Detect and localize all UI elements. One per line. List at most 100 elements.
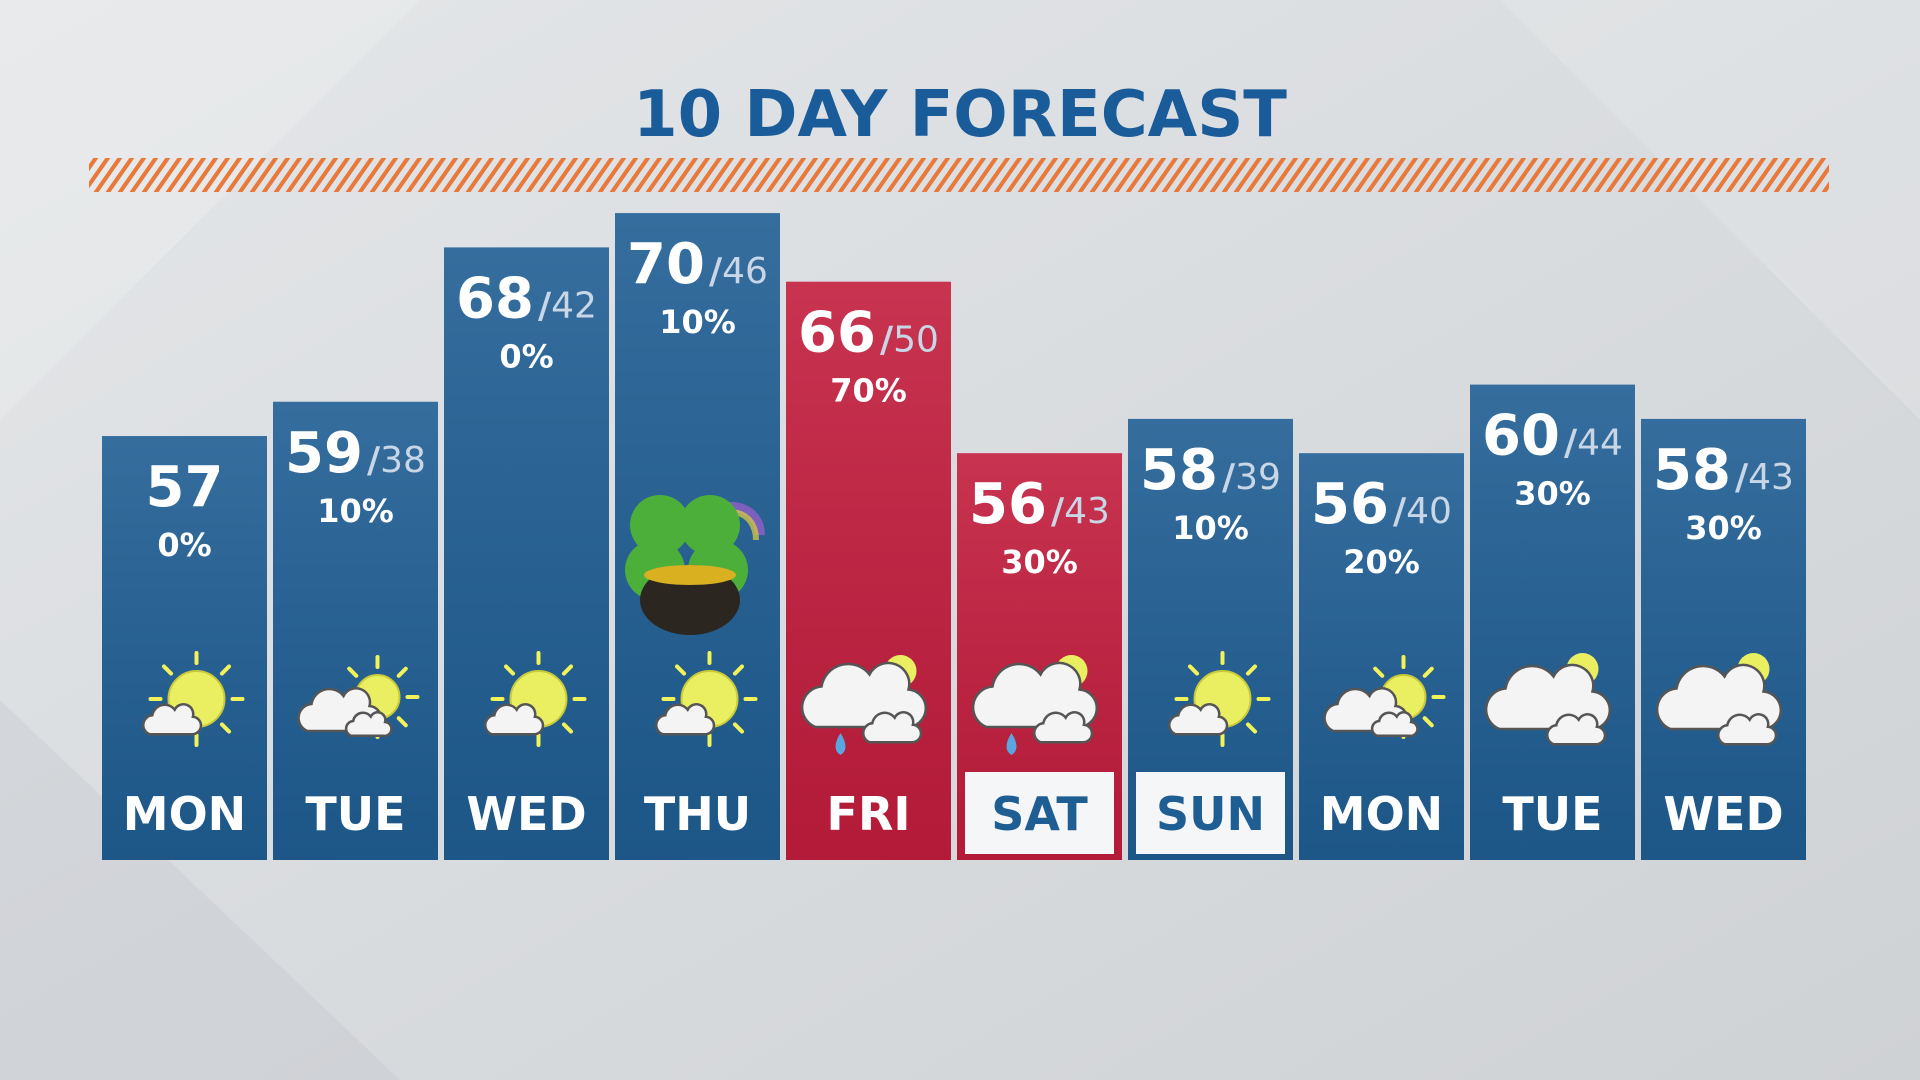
precip-chance: 30% — [1685, 509, 1762, 547]
precip-chance: 20% — [1343, 543, 1420, 581]
cloud — [1717, 713, 1778, 746]
raindrop — [1006, 733, 1017, 755]
cloud — [971, 661, 1099, 729]
day-column: 68/42 0% WED — [444, 247, 609, 860]
high-temp: 56 — [969, 472, 1047, 537]
high-temp: 57 — [146, 455, 224, 520]
sun-ray — [503, 664, 516, 676]
low-temp: 43 — [1748, 457, 1794, 498]
day-label: SAT — [991, 787, 1088, 841]
low-temp: 50 — [893, 320, 939, 361]
sun-ray — [1422, 666, 1434, 678]
precip-chance: 10% — [659, 303, 736, 341]
precip-chance: 0% — [157, 526, 211, 564]
sun-ray — [561, 664, 574, 676]
sun-ray — [219, 664, 232, 676]
temp-slash: / — [1051, 491, 1065, 532]
day-label: MON — [1320, 787, 1443, 841]
weather-icon — [1168, 651, 1271, 747]
temp-slash: / — [1222, 457, 1236, 498]
day-label: THU — [644, 787, 751, 841]
precip-chance: 10% — [317, 492, 394, 530]
bg-shape — [0, 0, 420, 420]
divider — [89, 158, 1829, 192]
temperature: 58/43 — [1653, 438, 1794, 503]
shamrock-decoration — [625, 495, 765, 635]
bg-shape — [1500, 0, 1920, 420]
temp-slash: / — [1735, 457, 1749, 498]
sun-ray — [396, 666, 408, 678]
temperature: 56/43 — [969, 472, 1110, 537]
sun-ray — [561, 722, 574, 734]
sun-ray — [347, 666, 359, 678]
high-temp: 58 — [1140, 438, 1218, 503]
weather-icon — [1484, 653, 1612, 746]
day-label: TUE — [1502, 787, 1602, 841]
low-temp: 39 — [1235, 457, 1281, 498]
temperature: 70/46 — [627, 232, 768, 297]
weather-icon — [484, 651, 587, 747]
weather-icon — [971, 655, 1099, 755]
temperature: 60/44 — [1482, 404, 1623, 469]
temp-slash: / — [1393, 491, 1407, 532]
day-column: 58/43 30% WED — [1641, 418, 1806, 860]
cloud — [655, 703, 716, 736]
title: 10 DAY FORECAST — [633, 78, 1287, 152]
sun-ray — [1245, 664, 1258, 676]
cloud — [142, 703, 203, 736]
cloud — [1546, 713, 1607, 746]
weather-icon — [297, 655, 420, 739]
cloud — [862, 711, 923, 744]
weather-icon — [655, 651, 758, 747]
day-column: 56/40 20% MON — [1299, 453, 1464, 860]
temp-slash: / — [709, 251, 723, 292]
low-temp: 46 — [722, 251, 768, 292]
day-label: WED — [1663, 787, 1783, 841]
temperature: 58/39 — [1140, 438, 1281, 503]
cloud — [484, 703, 545, 736]
day-label: WED — [466, 787, 586, 841]
weather-icon — [800, 655, 928, 755]
column-shade — [1641, 418, 1806, 860]
sun-ray — [1245, 722, 1258, 734]
precip-chance: 30% — [1514, 475, 1591, 513]
temperature: 59/38 — [285, 421, 426, 486]
temp-slash: / — [367, 440, 381, 481]
cloud — [800, 661, 928, 729]
temp-slash: / — [1564, 423, 1578, 464]
high-temp: 68 — [456, 266, 534, 331]
day-column: 60/44 30% TUE — [1470, 384, 1635, 860]
sun-ray — [732, 664, 745, 676]
temp-slash: / — [880, 320, 894, 361]
temperature: 66/50 — [798, 301, 939, 366]
high-temp: 58 — [1653, 438, 1731, 503]
raindrop — [835, 733, 846, 755]
precip-chance: 70% — [830, 372, 907, 410]
cloud — [1370, 711, 1419, 738]
temperature: 68/42 — [456, 266, 597, 331]
temperature: 56/40 — [1311, 472, 1452, 537]
high-temp: 66 — [798, 301, 876, 366]
day-label: SUN — [1156, 787, 1265, 841]
column-shade — [273, 401, 438, 860]
high-temp: 70 — [627, 232, 705, 297]
sun-ray — [732, 722, 745, 734]
day-column: 56/43 30% SAT — [957, 453, 1122, 860]
cloud — [1168, 703, 1229, 736]
column-shade — [786, 281, 951, 860]
day-label: TUE — [305, 787, 405, 841]
cloud — [1484, 663, 1612, 731]
columns: 570%MON59/3810%TUE68/420%WED70/4610%THU6… — [102, 213, 1806, 861]
high-temp: 60 — [1482, 404, 1560, 469]
day-column: 58/39 10% SUN — [1128, 418, 1293, 860]
cloud — [344, 711, 393, 738]
sun-ray — [396, 716, 408, 728]
day-label-box — [965, 772, 1114, 854]
precip-chance: 30% — [1001, 543, 1078, 581]
cloud — [1033, 711, 1094, 744]
precip-chance: 0% — [499, 337, 553, 375]
day-label-box — [1136, 772, 1285, 854]
sun-ray — [1187, 664, 1200, 676]
